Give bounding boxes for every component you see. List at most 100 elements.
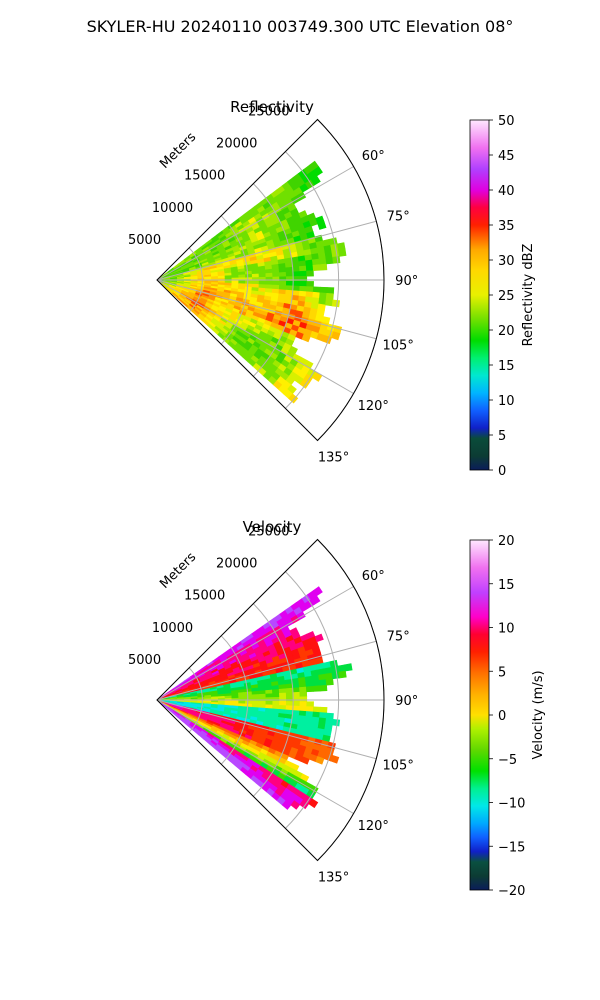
- field-cell: [331, 718, 341, 727]
- field-cell: [319, 286, 328, 294]
- field-cell: [258, 280, 267, 286]
- field-cell: [252, 697, 260, 702]
- field-cell: [305, 680, 314, 688]
- grid-spoke: [156, 279, 354, 394]
- colorbar-tick-label: 10: [498, 394, 515, 409]
- field-cell: [301, 333, 311, 343]
- field-cell: [245, 273, 253, 279]
- field-cell: [285, 687, 294, 694]
- field-cell: [315, 756, 325, 765]
- field-cell: [292, 285, 301, 292]
- reflectivity-radius-label: Meters: [157, 130, 199, 172]
- field-cell: [298, 260, 307, 267]
- reflectivity-colorbar-label: Reflectivity dBZ: [521, 244, 536, 347]
- angle-tick-label: 75°: [387, 209, 410, 224]
- field-cell: [285, 266, 294, 273]
- field-cell: [299, 265, 307, 272]
- angle-tick-label: 90°: [395, 274, 418, 289]
- field-cell: [325, 712, 334, 720]
- radius-tick-label: 5000: [128, 653, 161, 668]
- field-cell: [265, 280, 274, 286]
- field-cell: [312, 258, 321, 266]
- field-cell: [306, 281, 314, 288]
- radius-tick-label: 10000: [152, 621, 193, 636]
- field-cell: [281, 800, 292, 810]
- reflectivity-colorbar: 0 5 10 15 20 25 30 35 40 45 50 Reflectivity dBZ: [469, 114, 536, 479]
- angle-tick-label: 120°: [358, 399, 389, 414]
- colorbar-tick-label: 20: [498, 534, 515, 549]
- radius-tick-label: 10000: [152, 201, 193, 216]
- field-cell: [299, 275, 308, 282]
- field-cell: [317, 221, 327, 230]
- field-cell: [318, 257, 327, 265]
- field-cell: [332, 256, 341, 264]
- field-cell: [251, 694, 260, 699]
- angle-tick-label: 60°: [362, 569, 385, 584]
- field-cell: [285, 271, 294, 278]
- field-cell: [308, 798, 319, 809]
- field-cell: [286, 276, 294, 282]
- angle-tick-label: 105°: [383, 759, 414, 774]
- field-cell: [314, 633, 324, 643]
- radius-tick-label: 25000: [248, 104, 289, 119]
- figure-suptitle: SKYLER-HU 20240110 003749.300 UTC Elevat…: [87, 17, 514, 36]
- field-cell: [258, 697, 267, 702]
- field-cell: [306, 706, 314, 713]
- field-cell: [319, 684, 328, 692]
- field-cell: [299, 701, 308, 707]
- field-cell: [279, 696, 287, 702]
- colorbar-tick-label: 35: [498, 219, 515, 234]
- radius-tick-label: 15000: [184, 589, 225, 604]
- field-cell: [310, 595, 321, 606]
- field-cell: [245, 697, 253, 702]
- reflectivity-angle-ticks: 60° 75° 90° 105° 120° 135°: [318, 149, 418, 465]
- field-cell: [312, 685, 321, 692]
- field-cell: [272, 688, 280, 695]
- colorbar-tick-label: 25: [498, 289, 515, 304]
- grid-spoke: [156, 640, 377, 701]
- reflectivity-panel: Reflectivity Meters 5000 10000 15000 20000 2…: [128, 98, 418, 466]
- grid-spoke: [156, 586, 354, 701]
- field-cell: [238, 694, 246, 699]
- field-cell: [278, 688, 287, 694]
- field-cell: [251, 273, 260, 278]
- field-cell: [310, 175, 321, 186]
- field-cell: [331, 331, 341, 341]
- field-cell: [305, 259, 314, 267]
- field-cell: [292, 701, 301, 707]
- colorbar-tick-label: 50: [498, 114, 515, 129]
- field-cell: [272, 693, 280, 698]
- field-cell: [299, 696, 308, 702]
- field-cell: [278, 267, 287, 273]
- field-cell: [279, 701, 287, 706]
- angle-tick-label: 105°: [383, 339, 414, 354]
- field-cell: [299, 691, 308, 698]
- field-cell: [338, 670, 347, 679]
- field-cell: [279, 271, 287, 278]
- field-cell: [265, 700, 274, 706]
- velocity-colorbar-label: Velocity (m/s): [531, 670, 546, 759]
- field-cell: [319, 706, 328, 714]
- field-cell: [265, 693, 274, 698]
- velocity-title: Velocity: [243, 518, 302, 536]
- velocity-colorbar: −20 −15 −10 −5 0 5 10 15 20 Velocity (m/s): [469, 534, 546, 899]
- reflectivity-field: [157, 160, 347, 404]
- angle-tick-label: 120°: [358, 819, 389, 834]
- angle-tick-label: 135°: [318, 871, 349, 886]
- colorbar-tick-label: 40: [498, 184, 515, 199]
- field-cell: [330, 754, 340, 764]
- grid-spoke: [156, 166, 354, 281]
- field-cell: [292, 271, 301, 277]
- angle-tick-label: 60°: [362, 149, 385, 164]
- field-cell: [312, 286, 321, 294]
- field-cell: [331, 671, 340, 680]
- angle-tick-label: 75°: [387, 629, 410, 644]
- field-cell: [285, 280, 294, 287]
- radius-tick-label: 15000: [184, 169, 225, 184]
- colorbar-tick-label: −15: [498, 840, 525, 855]
- velocity-radius-label: Meters: [157, 550, 199, 592]
- radius-tick-label: 20000: [216, 557, 257, 572]
- field-cell: [338, 248, 347, 257]
- field-cell: [292, 687, 301, 693]
